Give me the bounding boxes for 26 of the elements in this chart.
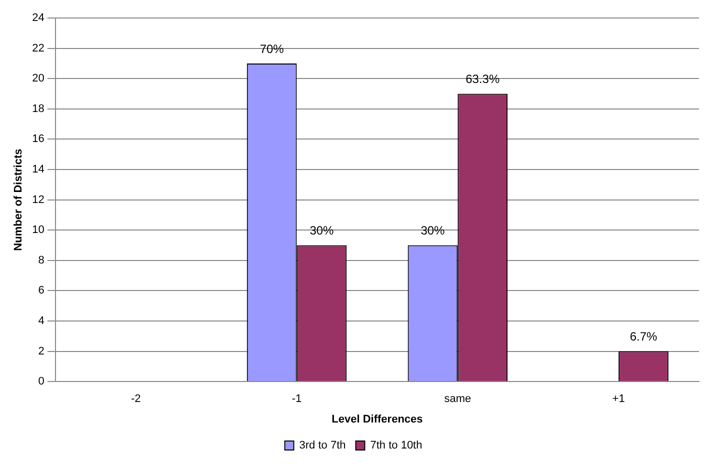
x-tick-label: +1 bbox=[612, 393, 625, 406]
y-tick-label: 10 bbox=[32, 224, 44, 236]
y-tick-label: 18 bbox=[32, 102, 44, 115]
y-tick-label: 8 bbox=[38, 254, 44, 266]
legend-label: 3rd to 7th bbox=[299, 440, 346, 452]
y-tick-label: 2 bbox=[38, 345, 44, 358]
annotation: 6.7% bbox=[630, 330, 658, 344]
x-tick-label: same bbox=[444, 393, 472, 406]
x-axis-title: Level Differences bbox=[332, 413, 423, 426]
y-tick-label: 20 bbox=[32, 72, 44, 85]
y-tick-label: 16 bbox=[32, 133, 44, 146]
y-tick-label: 12 bbox=[32, 194, 44, 206]
annotation: 63.3% bbox=[466, 72, 500, 86]
y-axis-title: Number of Districts bbox=[12, 148, 25, 251]
x-tick-label: -1 bbox=[292, 393, 302, 406]
y-tick-label: 24 bbox=[32, 12, 44, 24]
x-tick-label: -2 bbox=[130, 393, 141, 406]
legend-label: 7th to 10th bbox=[370, 440, 422, 452]
annotation: 30% bbox=[310, 224, 334, 238]
y-tick-label: 22 bbox=[32, 42, 44, 54]
annotation: 30% bbox=[420, 224, 446, 238]
y-tick-label: 6 bbox=[38, 284, 44, 297]
y-tick-label: 4 bbox=[38, 315, 44, 328]
annotation: 70% bbox=[260, 42, 284, 56]
y-tick-label: 14 bbox=[32, 164, 44, 176]
y-tick-label: 0 bbox=[38, 376, 44, 388]
